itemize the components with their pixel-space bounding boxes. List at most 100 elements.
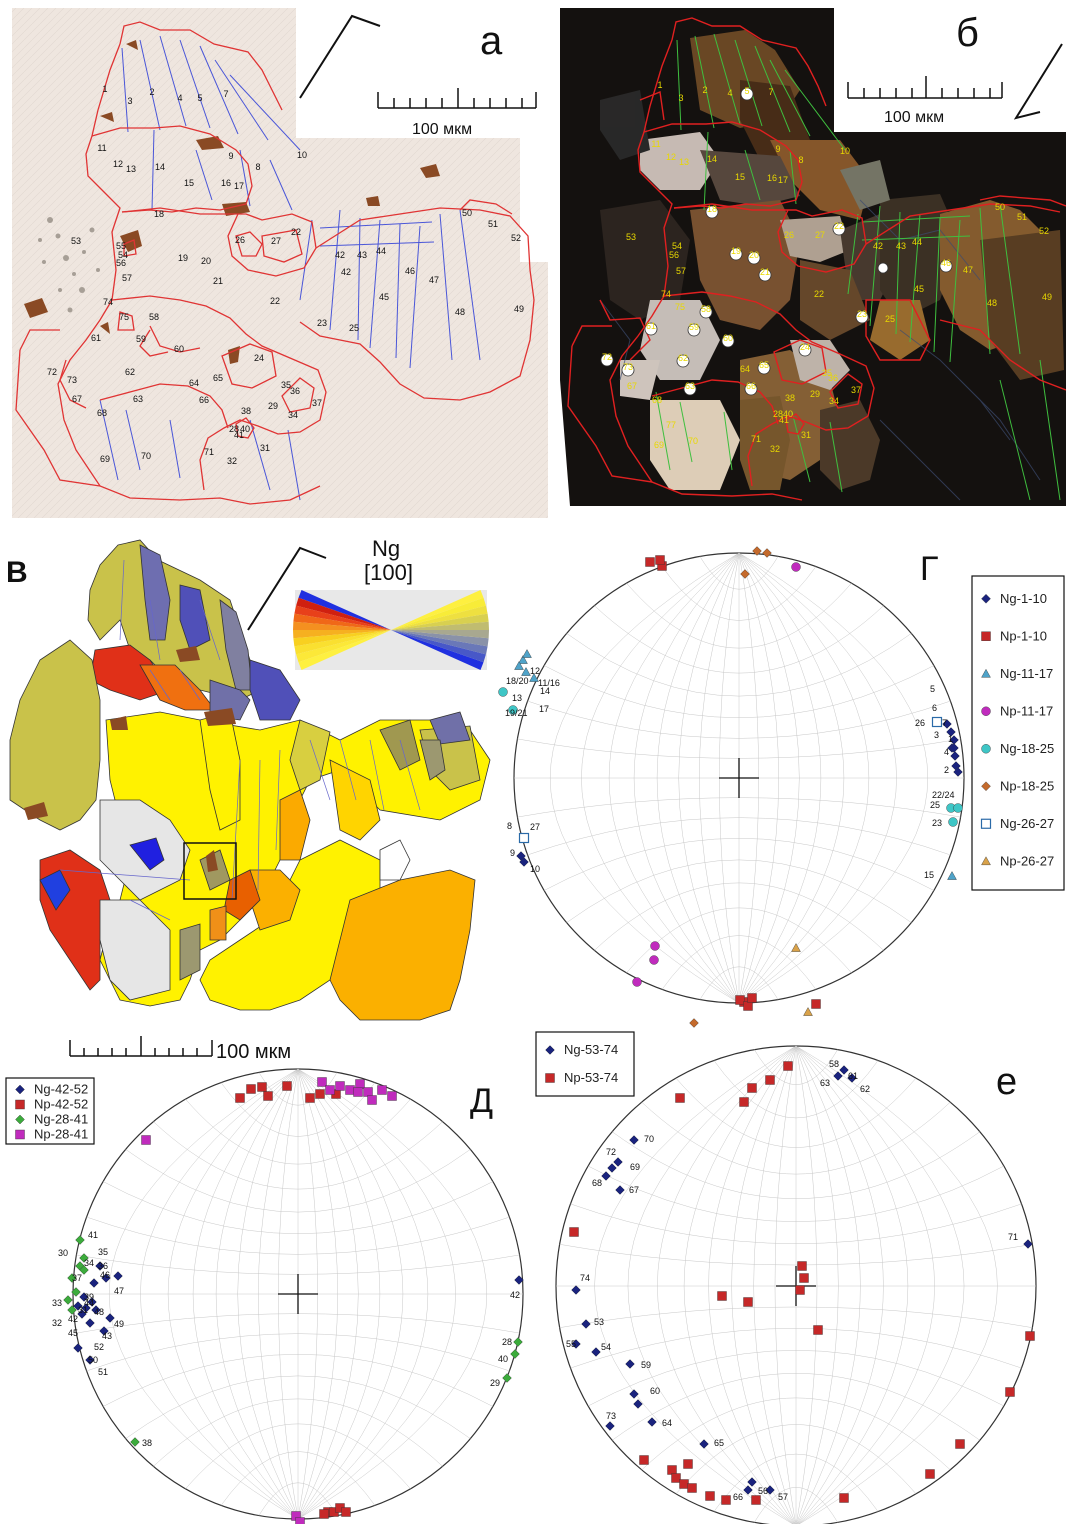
color-wedge bbox=[391, 590, 484, 630]
grain-label: 55 bbox=[116, 241, 126, 251]
point-label: 3 bbox=[934, 730, 939, 740]
grain-label: 19 bbox=[731, 246, 741, 256]
grain-label: 28 bbox=[773, 409, 783, 419]
pole-marker bbox=[510, 1349, 520, 1359]
grain-label: 77 bbox=[666, 420, 676, 430]
pole-marker bbox=[353, 1087, 363, 1097]
pole-marker bbox=[942, 719, 952, 729]
pole-marker bbox=[591, 1347, 601, 1357]
grain-label: 68 bbox=[97, 408, 107, 418]
color-wedge bbox=[296, 630, 391, 663]
grain-label: 64 bbox=[189, 378, 199, 388]
grain-label: 23 bbox=[857, 309, 867, 319]
pole-marker bbox=[305, 1093, 315, 1103]
pole-marker bbox=[747, 1083, 757, 1093]
grain-label: 53 bbox=[626, 232, 636, 242]
color-wedge bbox=[298, 590, 391, 630]
grain-label: 24 bbox=[800, 342, 810, 352]
pole-marker bbox=[925, 1469, 935, 1479]
pole-marker bbox=[947, 871, 957, 880]
wulff-net bbox=[555, 1045, 1037, 1524]
pole-marker bbox=[105, 1313, 115, 1323]
grain-label: 59 bbox=[136, 334, 146, 344]
grain-label: 12 bbox=[666, 152, 676, 162]
pole-marker bbox=[783, 1061, 793, 1071]
pole-marker bbox=[315, 1089, 325, 1099]
point-label: 47 bbox=[114, 1286, 124, 1296]
grain-label: 25 bbox=[885, 314, 895, 324]
scale-bar bbox=[847, 76, 1003, 99]
pole-marker bbox=[739, 1097, 749, 1107]
point-label: 13 bbox=[512, 693, 522, 703]
pole-marker bbox=[569, 1227, 579, 1237]
grain-label: 8 bbox=[798, 155, 803, 165]
grain-label: 19 bbox=[178, 253, 188, 263]
legend-item-label: Np-18-25 bbox=[1000, 778, 1054, 793]
grain-boundaries bbox=[567, 17, 1066, 501]
pole-marker bbox=[981, 668, 991, 678]
legend-item-label: Ng-42-52 bbox=[34, 1082, 88, 1097]
pole-marker bbox=[355, 1079, 365, 1089]
grain-label: 40 bbox=[783, 409, 793, 419]
panel-a-micrograph: 1 2 3 4 5 7 11 12 13 14 9 8 10 15 16 17 18 53 55 54 56 19 20 21… bbox=[12, 6, 550, 518]
pole-marker bbox=[601, 1171, 611, 1181]
grain-label: 10 bbox=[840, 146, 850, 156]
pole-marker bbox=[953, 803, 963, 813]
pole-marker bbox=[762, 548, 772, 558]
grain-label: 25 bbox=[349, 323, 359, 333]
pole-marker bbox=[325, 1085, 335, 1095]
grain-label: 58 bbox=[149, 312, 159, 322]
color-wedge bbox=[391, 621, 489, 630]
pole-marker bbox=[79, 1253, 89, 1263]
point-label: 39 bbox=[84, 1292, 94, 1302]
pole-marker bbox=[649, 955, 659, 965]
grain-label: 62 bbox=[125, 367, 135, 377]
pole-marker bbox=[141, 1135, 151, 1145]
point-label: 74 bbox=[580, 1273, 590, 1283]
point-label: 1 bbox=[948, 734, 953, 744]
panel-letter: Д bbox=[470, 1082, 493, 1120]
legend-item-label: Np-42-52 bbox=[34, 1097, 88, 1112]
grain-label: 35 bbox=[822, 368, 832, 378]
pole-marker bbox=[683, 1459, 693, 1469]
point-label: 18/20 bbox=[506, 676, 529, 686]
pole-marker bbox=[15, 1099, 25, 1110]
pole-marker bbox=[667, 1465, 677, 1475]
pole-marker bbox=[847, 1073, 857, 1083]
point-label: 12 bbox=[530, 666, 540, 676]
point-label: 11/16 bbox=[538, 678, 560, 688]
legend-item-label: Ng-11-17 bbox=[1000, 666, 1053, 681]
grain-label: 36 bbox=[290, 386, 300, 396]
point-label: 46 bbox=[100, 1270, 110, 1280]
brown-inclusions bbox=[24, 646, 236, 872]
pole-marker bbox=[689, 1018, 699, 1028]
grain-label: 69 bbox=[100, 454, 110, 464]
grain-label: 7 bbox=[223, 89, 228, 99]
legend-box bbox=[971, 575, 1065, 891]
grain-label: 32 bbox=[227, 456, 237, 466]
grain-label: 22 bbox=[270, 296, 280, 306]
grain-label: 48 bbox=[987, 298, 997, 308]
pole-marker bbox=[498, 687, 508, 697]
grain-label: 53 bbox=[71, 236, 81, 246]
grain-label: 40 bbox=[240, 424, 250, 434]
point-label: 34 bbox=[84, 1258, 94, 1268]
pole-marker bbox=[15, 1129, 25, 1140]
pole-marker bbox=[705, 1491, 715, 1501]
grain-label: 74 bbox=[103, 297, 113, 307]
pole-marker bbox=[85, 1355, 95, 1365]
grain-label: 47 bbox=[429, 275, 439, 285]
scale-bar bbox=[377, 88, 537, 109]
point-label: 8 bbox=[507, 821, 512, 831]
point-label: 45 bbox=[68, 1328, 78, 1338]
point-label: 51 bbox=[98, 1367, 108, 1377]
point-label: 68 bbox=[592, 1178, 602, 1188]
grain-label: 58 bbox=[701, 304, 711, 314]
grain-label: 60 bbox=[723, 333, 733, 343]
grain-label: 9 bbox=[775, 144, 780, 154]
pole-marker bbox=[797, 1261, 807, 1271]
pole-marker bbox=[607, 1163, 617, 1173]
grain-label: 72 bbox=[602, 352, 612, 362]
grain-label: 42 bbox=[873, 241, 883, 251]
point-label: 36 bbox=[98, 1261, 108, 1271]
